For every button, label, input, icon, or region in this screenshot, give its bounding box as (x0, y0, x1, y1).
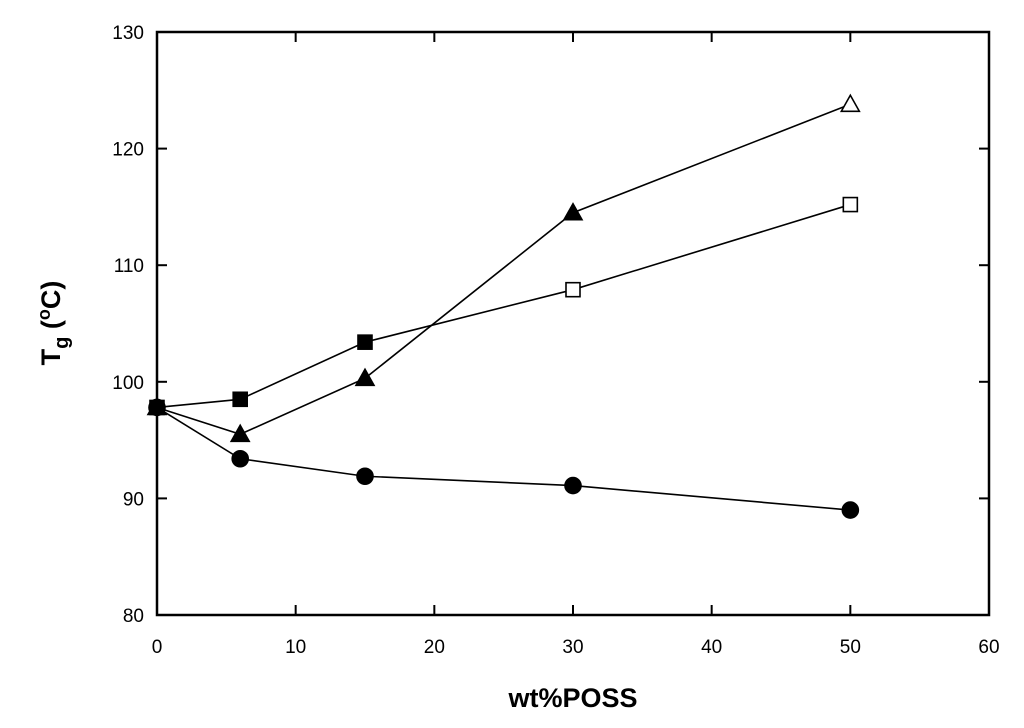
x-tick-label: 40 (701, 637, 722, 658)
triangle-series-point (229, 423, 251, 443)
y-axis-title-superscript: o (34, 309, 54, 320)
x-tick-label: 20 (424, 637, 445, 658)
axis-ticks: 0 10 20 30 40 50 60 80 90 100 110 120 130 (112, 23, 999, 658)
x-tick-label: 10 (285, 637, 306, 658)
triangle-series-point (146, 396, 168, 416)
triangle-series-point (839, 93, 861, 113)
circle-series-point (564, 476, 582, 495)
y-tick-label: 120 (112, 140, 144, 161)
markers-layer (146, 93, 861, 519)
triangle-series-point (354, 367, 376, 387)
y-axis-title-close: C) (36, 281, 66, 310)
y-tick-label: 90 (123, 489, 144, 510)
x-tick-label: 50 (840, 637, 861, 658)
y-axis-title-subscript: g (51, 337, 73, 349)
triangle-series-line (156, 103, 851, 436)
triangle-series-point (562, 202, 584, 221)
plot-frame (155, 30, 991, 617)
x-tick-label: 30 (562, 637, 583, 658)
square-series-point (842, 196, 859, 213)
square-series-point (232, 391, 248, 408)
x-axis-title: wt%POSS (507, 683, 637, 713)
square-series-point (357, 334, 373, 350)
y-tick-label: 110 (114, 256, 144, 277)
circle-series-point (841, 501, 860, 519)
y-tick-label: 80 (123, 606, 144, 627)
square-series-line (156, 203, 851, 409)
circle-series-point (356, 467, 374, 486)
x-tick-label: 60 (978, 637, 999, 658)
circle-series-point (231, 449, 249, 468)
square-series-point (565, 281, 581, 298)
circle-series-line (156, 406, 851, 511)
y-axis-title-base: T (36, 348, 66, 365)
y-axis-title-open: ( (36, 320, 66, 337)
series-layer (156, 103, 851, 511)
y-tick-label: 130 (112, 23, 144, 44)
y-axis-title: Tg (oC) (34, 281, 73, 366)
y-tick-label: 100 (112, 373, 144, 394)
x-tick-label: 0 (152, 637, 163, 658)
